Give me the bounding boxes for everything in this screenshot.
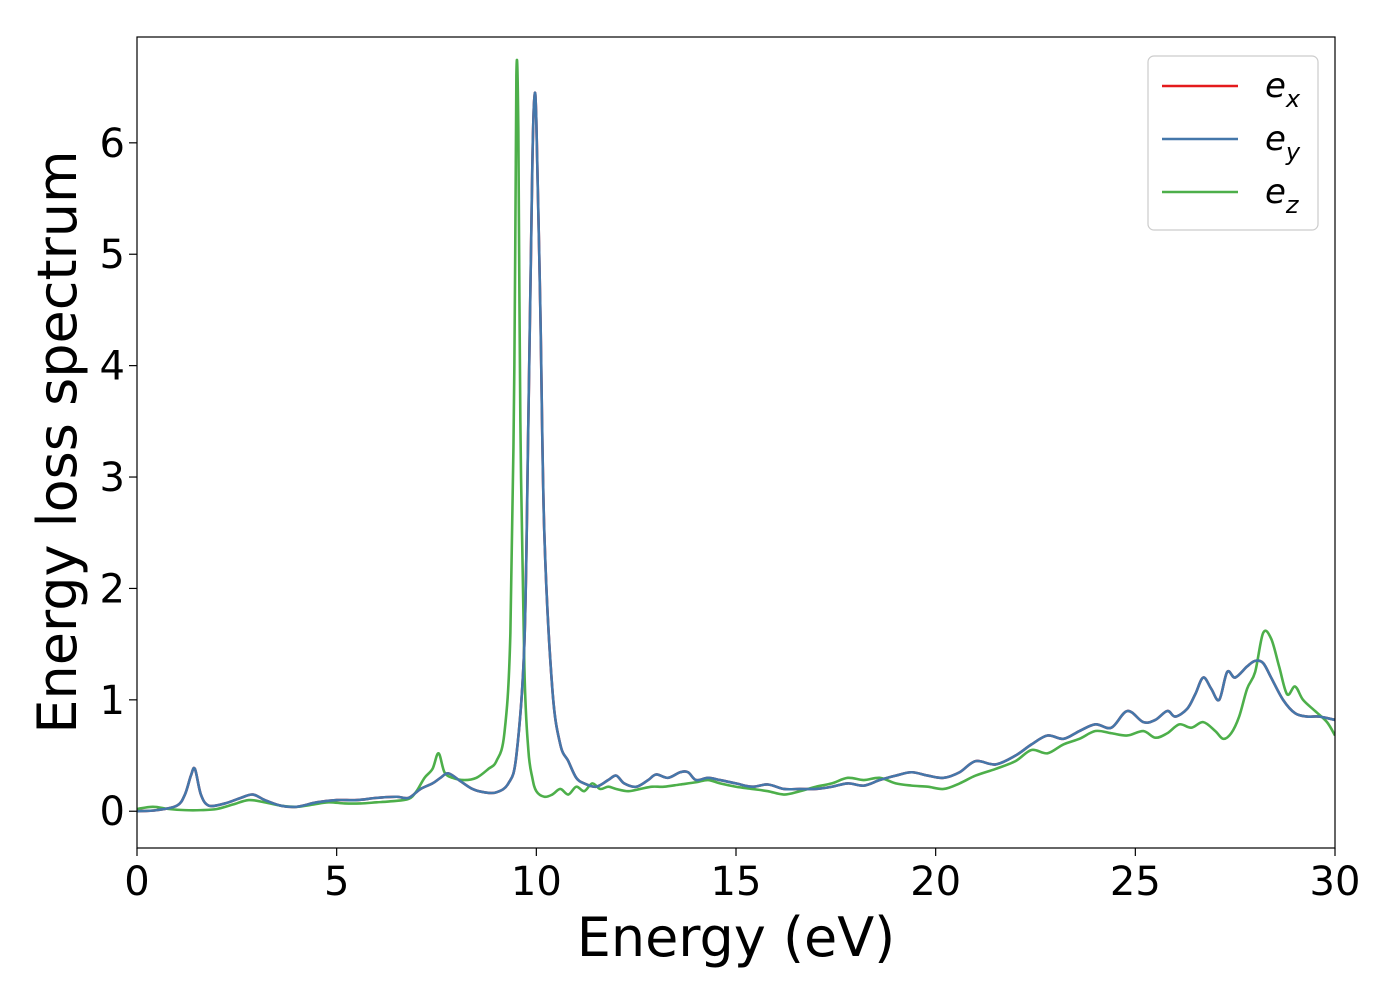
x-axis-title: Energy (eV)	[577, 906, 896, 969]
x-tick-label: 20	[910, 859, 961, 905]
legend-label-base: e	[1265, 172, 1286, 212]
plot-area	[137, 37, 1335, 848]
y-tick-label: 5	[100, 232, 125, 278]
legend-label-base: e	[1265, 119, 1286, 159]
y-tick-label: 6	[100, 121, 125, 167]
y-axis-title: Energy loss spectrum	[26, 150, 89, 733]
legend-label-ez: ez	[1265, 172, 1300, 219]
series-layer	[137, 58, 1335, 813]
y-tick-label: 0	[100, 789, 125, 835]
y-axis: 0 1 2 3 4 5 6	[100, 121, 137, 835]
x-tick-label: 0	[124, 859, 149, 905]
legend-label-base: e	[1265, 66, 1286, 106]
y-tick-label: 4	[100, 344, 125, 390]
series-line-ey	[137, 91, 1335, 813]
legend-label-ey: ey	[1265, 119, 1301, 166]
x-tick-label: 5	[324, 859, 349, 905]
legend-label-subscript: x	[1285, 85, 1301, 113]
x-axis: 0 5 10 15 20 25 30	[124, 848, 1360, 905]
y-tick-label: 1	[100, 678, 125, 724]
legend-label-subscript: y	[1285, 138, 1301, 166]
x-tick-label: 15	[711, 859, 762, 905]
legend-label-subscript: z	[1285, 191, 1300, 219]
x-tick-label: 10	[511, 859, 562, 905]
legend-box	[1147, 55, 1319, 231]
legend-label-ex: ex	[1265, 66, 1301, 113]
x-tick-label: 30	[1310, 859, 1361, 905]
y-tick-label: 2	[100, 566, 125, 612]
x-tick-label: 25	[1110, 859, 1161, 905]
y-tick-label: 3	[100, 455, 125, 501]
